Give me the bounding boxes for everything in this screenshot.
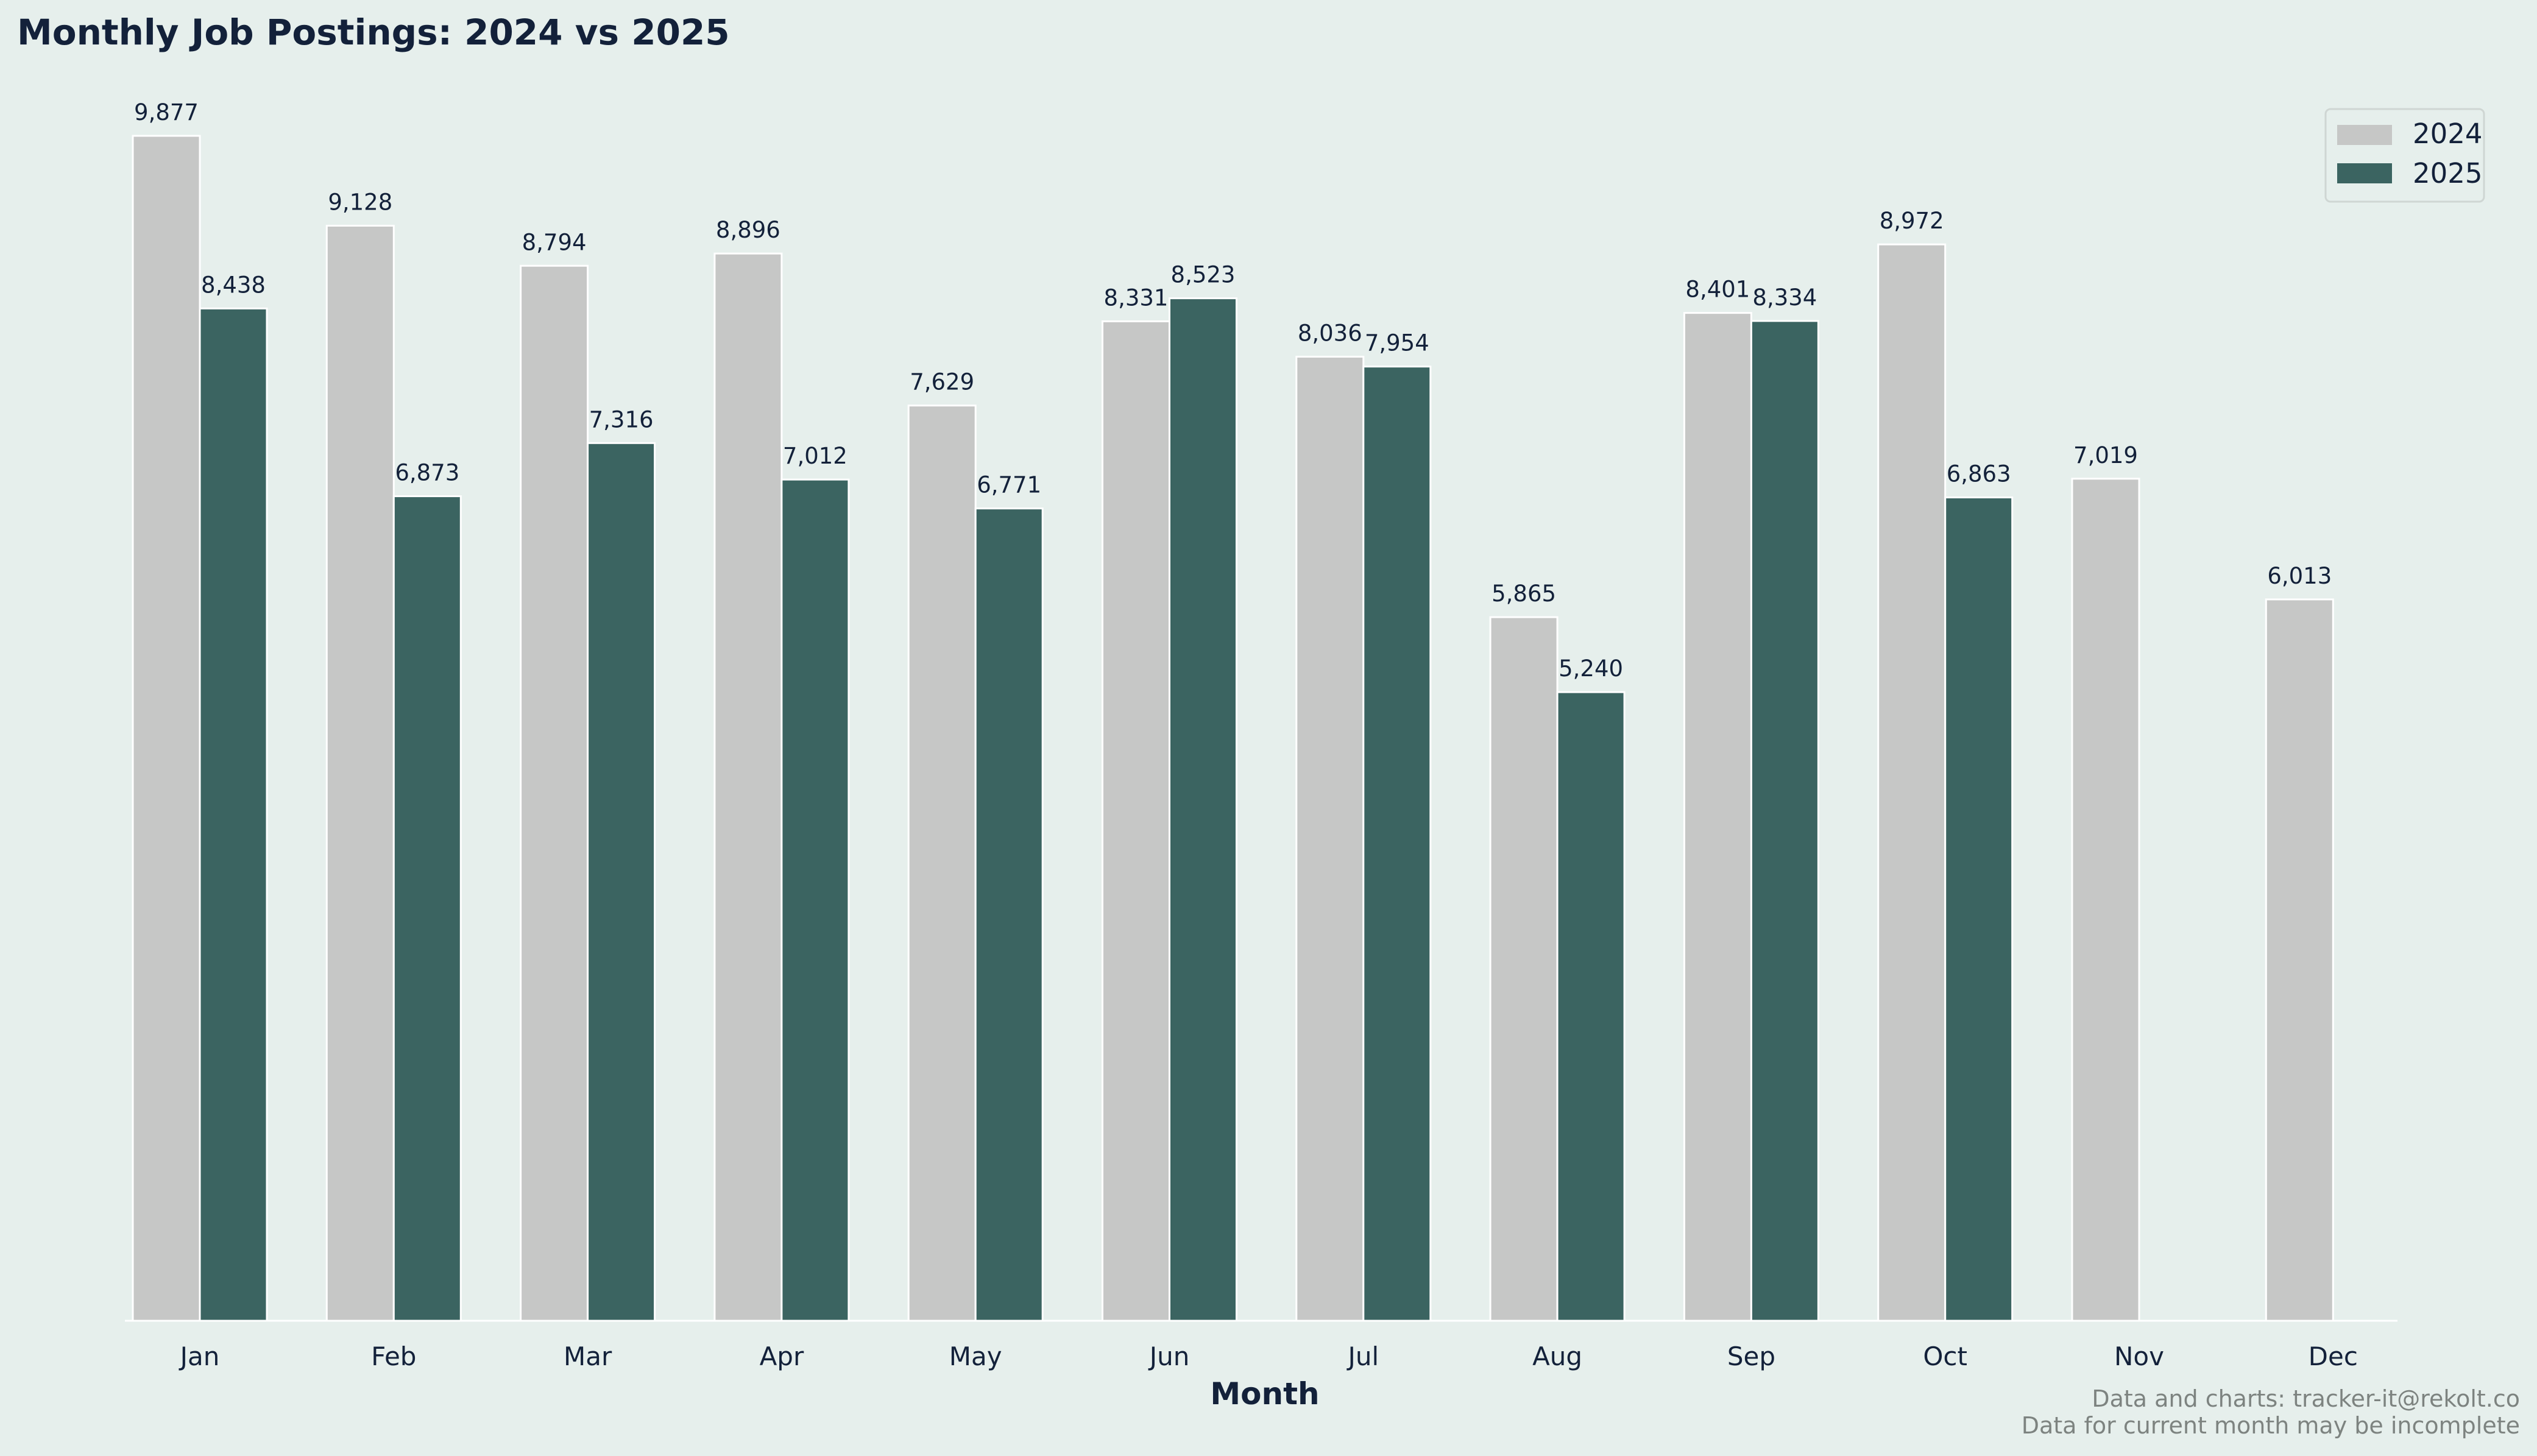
value-label-2025-jun: 8,523 [1171, 262, 1236, 288]
x-tick-dec: Dec [2309, 1341, 2358, 1371]
bar-2024-feb [325, 224, 395, 1322]
value-labels-layer: 9,877 8,438 9,128 6,873 8,794 7,316 8,896 7,012… [134, 99, 2332, 682]
value-label-2025-aug: 5,240 [1559, 656, 1623, 682]
value-label-2024-dec: 6,013 [2267, 563, 2332, 589]
x-tick-oct: Oct [1923, 1341, 1967, 1371]
bar-2025-jan [199, 307, 268, 1322]
bar-2024-nov [2071, 478, 2140, 1322]
bar-2024-jul [1295, 356, 1365, 1322]
value-label-2025-oct: 6,863 [1947, 461, 2011, 487]
legend-label-2024: 2024 [2413, 118, 2483, 150]
value-label-2025-apr: 7,012 [783, 443, 847, 469]
bar-2024-jan [132, 135, 201, 1322]
legend: 2024 2025 [2324, 108, 2485, 203]
x-tick-apr: Apr [760, 1341, 804, 1371]
bar-2024-jun [1102, 320, 1170, 1322]
bars-layer [132, 135, 2334, 1322]
x-tick-sep: Sep [1727, 1341, 1775, 1371]
x-tick-may: May [949, 1341, 1002, 1371]
value-label-2024-jun: 8,331 [1104, 284, 1169, 311]
value-label-2024-jul: 8,036 [1298, 320, 1362, 347]
value-label-2024-nov: 7,019 [2073, 442, 2138, 468]
legend-swatch-2024 [2337, 125, 2392, 145]
value-label-2024-oct: 8,972 [1880, 208, 1944, 234]
value-label-2024-may: 7,629 [910, 369, 974, 395]
value-label-2024-apr: 8,896 [716, 217, 780, 243]
value-label-2025-jul: 7,954 [1365, 330, 1429, 356]
footer-note: Data for current month may be incomplete [2022, 1412, 2520, 1439]
x-tick-aug: Aug [1532, 1341, 1582, 1371]
bar-2024-sep [1683, 312, 1752, 1322]
value-label-2024-jan: 9,877 [134, 99, 199, 125]
value-label-2025-may: 6,771 [977, 472, 1041, 498]
bar-2025-aug [1556, 691, 1626, 1322]
x-tick-jan: Jan [179, 1341, 220, 1371]
value-label-2024-mar: 8,794 [522, 229, 587, 255]
chart-title: Monthly Job Postings: 2024 vs 2025 [17, 12, 730, 53]
x-tick-jun: Jun [1148, 1341, 1190, 1371]
bar-2025-jun [1169, 297, 1237, 1322]
bar-2025-mar [587, 442, 656, 1322]
value-label-2024-aug: 5,865 [1491, 581, 1556, 607]
footer-credit: Data and charts: tracker-it@rekolt.co [2092, 1385, 2520, 1412]
bar-2024-oct [1877, 243, 1947, 1322]
bar-2024-dec [2265, 598, 2334, 1322]
value-label-2025-mar: 7,316 [589, 406, 654, 433]
bar-2025-oct [1944, 497, 2014, 1322]
bar-2024-aug [1489, 616, 1559, 1322]
x-tick-jul: Jul [1346, 1341, 1379, 1371]
x-tick-nov: Nov [2114, 1341, 2164, 1371]
legend-swatch-2025 [2337, 163, 2392, 183]
bar-2024-apr [713, 252, 783, 1322]
x-tick-labels: Jan Feb Mar Apr May Jun Jul Aug Sep Oct Nov Dec [179, 1341, 2358, 1371]
bar-2025-feb [392, 495, 462, 1322]
value-label-2025-jan: 8,438 [201, 272, 266, 298]
bar-2024-may [907, 405, 977, 1322]
bar-2025-jul [1362, 366, 1432, 1322]
value-label-2024-sep: 8,401 [1685, 277, 1750, 303]
value-label-2025-sep: 8,334 [1752, 284, 1817, 311]
x-axis-label: Month [1210, 1376, 1319, 1412]
x-tick-feb: Feb [371, 1341, 416, 1371]
legend-label-2025: 2025 [2413, 157, 2483, 189]
x-tick-mar: Mar [564, 1341, 612, 1371]
bar-2025-apr [780, 478, 850, 1322]
bar-2025-may [974, 507, 1044, 1322]
bar-2025-sep [1750, 320, 1819, 1322]
bar-2024-mar [520, 264, 589, 1322]
value-label-2025-feb: 6,873 [395, 460, 459, 486]
value-label-2024-feb: 9,128 [328, 189, 392, 215]
